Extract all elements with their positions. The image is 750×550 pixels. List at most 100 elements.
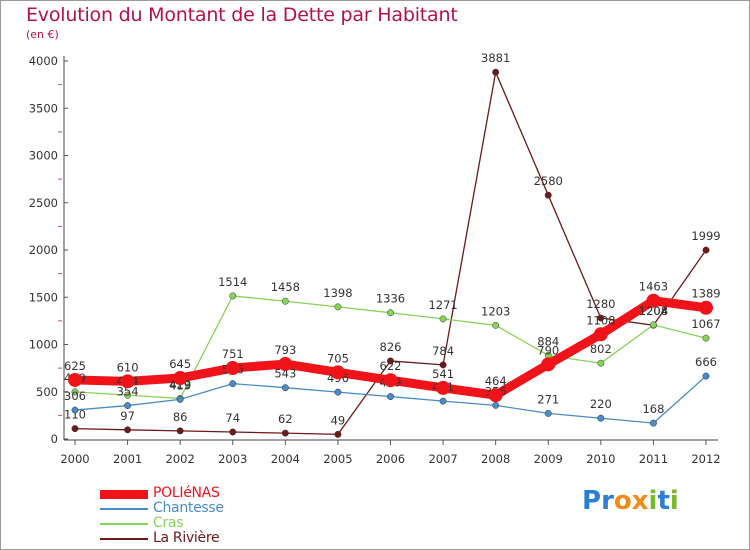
y-tick-label: 500 [36,385,58,399]
data-label: 751 [222,347,244,361]
data-point [702,372,710,380]
data-point [173,371,188,386]
data-label: 1204 [639,304,668,318]
data-label: 49 [331,413,346,427]
data-label: 705 [327,351,349,365]
data-point [544,191,552,199]
data-point [436,380,451,395]
data-label: 74 [225,411,240,425]
data-point [281,384,289,392]
data-label: 625 [64,359,86,373]
legend-label: Cras [153,515,184,531]
y-tick-label: 1500 [29,290,58,304]
data-label: 666 [695,355,717,369]
data-point [383,373,398,388]
logo-letter: o [613,486,632,516]
legend-swatch [100,523,148,525]
data-point [646,293,661,308]
chart-title: Evolution du Montant de la Dette par Hab… [26,4,458,26]
x-tick-label: 2002 [166,452,195,466]
data-point [225,361,240,376]
data-point [68,372,82,387]
data-label: 2580 [534,174,563,188]
data-label: 97 [120,409,135,423]
data-label: 1398 [323,286,352,300]
data-point [120,374,135,389]
data-label: 1067 [691,317,720,331]
logo-letter: P [582,486,602,516]
data-point [387,309,394,317]
data-point [281,297,289,305]
data-point [544,409,552,417]
y-tick-label: 3500 [29,101,58,115]
x-tick-label: 2008 [481,452,510,466]
legend-label: La Rivière [153,530,220,546]
data-label: 464 [485,374,507,388]
data-point [71,388,79,396]
data-point [330,365,345,380]
data-label: 826 [380,340,402,354]
data-point [124,426,132,434]
data-point [439,315,447,323]
data-label: 86 [173,410,188,424]
data-label: 354 [117,385,139,399]
legend-item: POLIéNAS [100,485,400,502]
logo-letter: t [657,486,670,516]
data-point [229,292,237,300]
data-label: 790 [537,343,559,357]
legend-swatch [100,508,148,510]
data-label: 793 [274,343,296,357]
proxiti-logo: Proxiti [582,486,679,516]
data-label: 610 [117,360,139,374]
x-tick-label: 2001 [113,452,142,466]
data-point [387,393,394,401]
data-label: 541 [432,367,454,381]
data-point [488,388,503,403]
data-label: 271 [537,392,559,406]
data-label: 3881 [481,51,510,65]
data-point [492,321,500,329]
data-point [387,357,394,365]
data-label: 1271 [428,298,457,312]
data-label: 220 [590,397,612,411]
logo-letter: x [631,486,649,516]
data-point [439,397,447,405]
y-tick-label: 2000 [29,243,58,257]
legend-item: Cras [100,515,400,532]
data-point [702,334,710,342]
data-point [334,430,342,438]
data-point [124,391,132,399]
logo-letter: r [601,486,614,516]
data-point [439,361,447,369]
data-label: 1208 [639,304,668,318]
data-label: 1336 [376,292,405,306]
data-label: 110 [64,408,86,422]
y-tick-label: 3000 [29,149,58,163]
legend-label: POLIéNAS [153,485,220,501]
data-label: 884 [537,334,559,348]
data-point [124,402,132,409]
data-label: 1108 [586,313,615,327]
x-tick-label: 2010 [586,452,615,466]
data-point [71,406,79,414]
data-label: 802 [590,342,612,356]
data-point [176,395,184,403]
data-label: 1514 [218,275,247,289]
data-point [176,427,184,435]
y-tick-label: 2500 [29,196,58,210]
data-label: 622 [380,359,402,373]
data-label: 1203 [481,304,510,318]
legend-item: Chantesse [100,500,400,517]
x-tick-label: 2007 [428,452,457,466]
data-point [71,425,79,433]
legend-swatch [100,538,148,540]
data-point [229,380,237,388]
data-point [702,246,710,254]
chart-legend: POLIéNAS Chantesse Cras La Rivière [100,485,400,547]
x-tick-label: 2003 [218,452,247,466]
data-point [597,314,605,322]
x-tick-label: 2005 [323,452,352,466]
data-label: 1463 [639,280,668,294]
legend-swatch [100,489,148,499]
